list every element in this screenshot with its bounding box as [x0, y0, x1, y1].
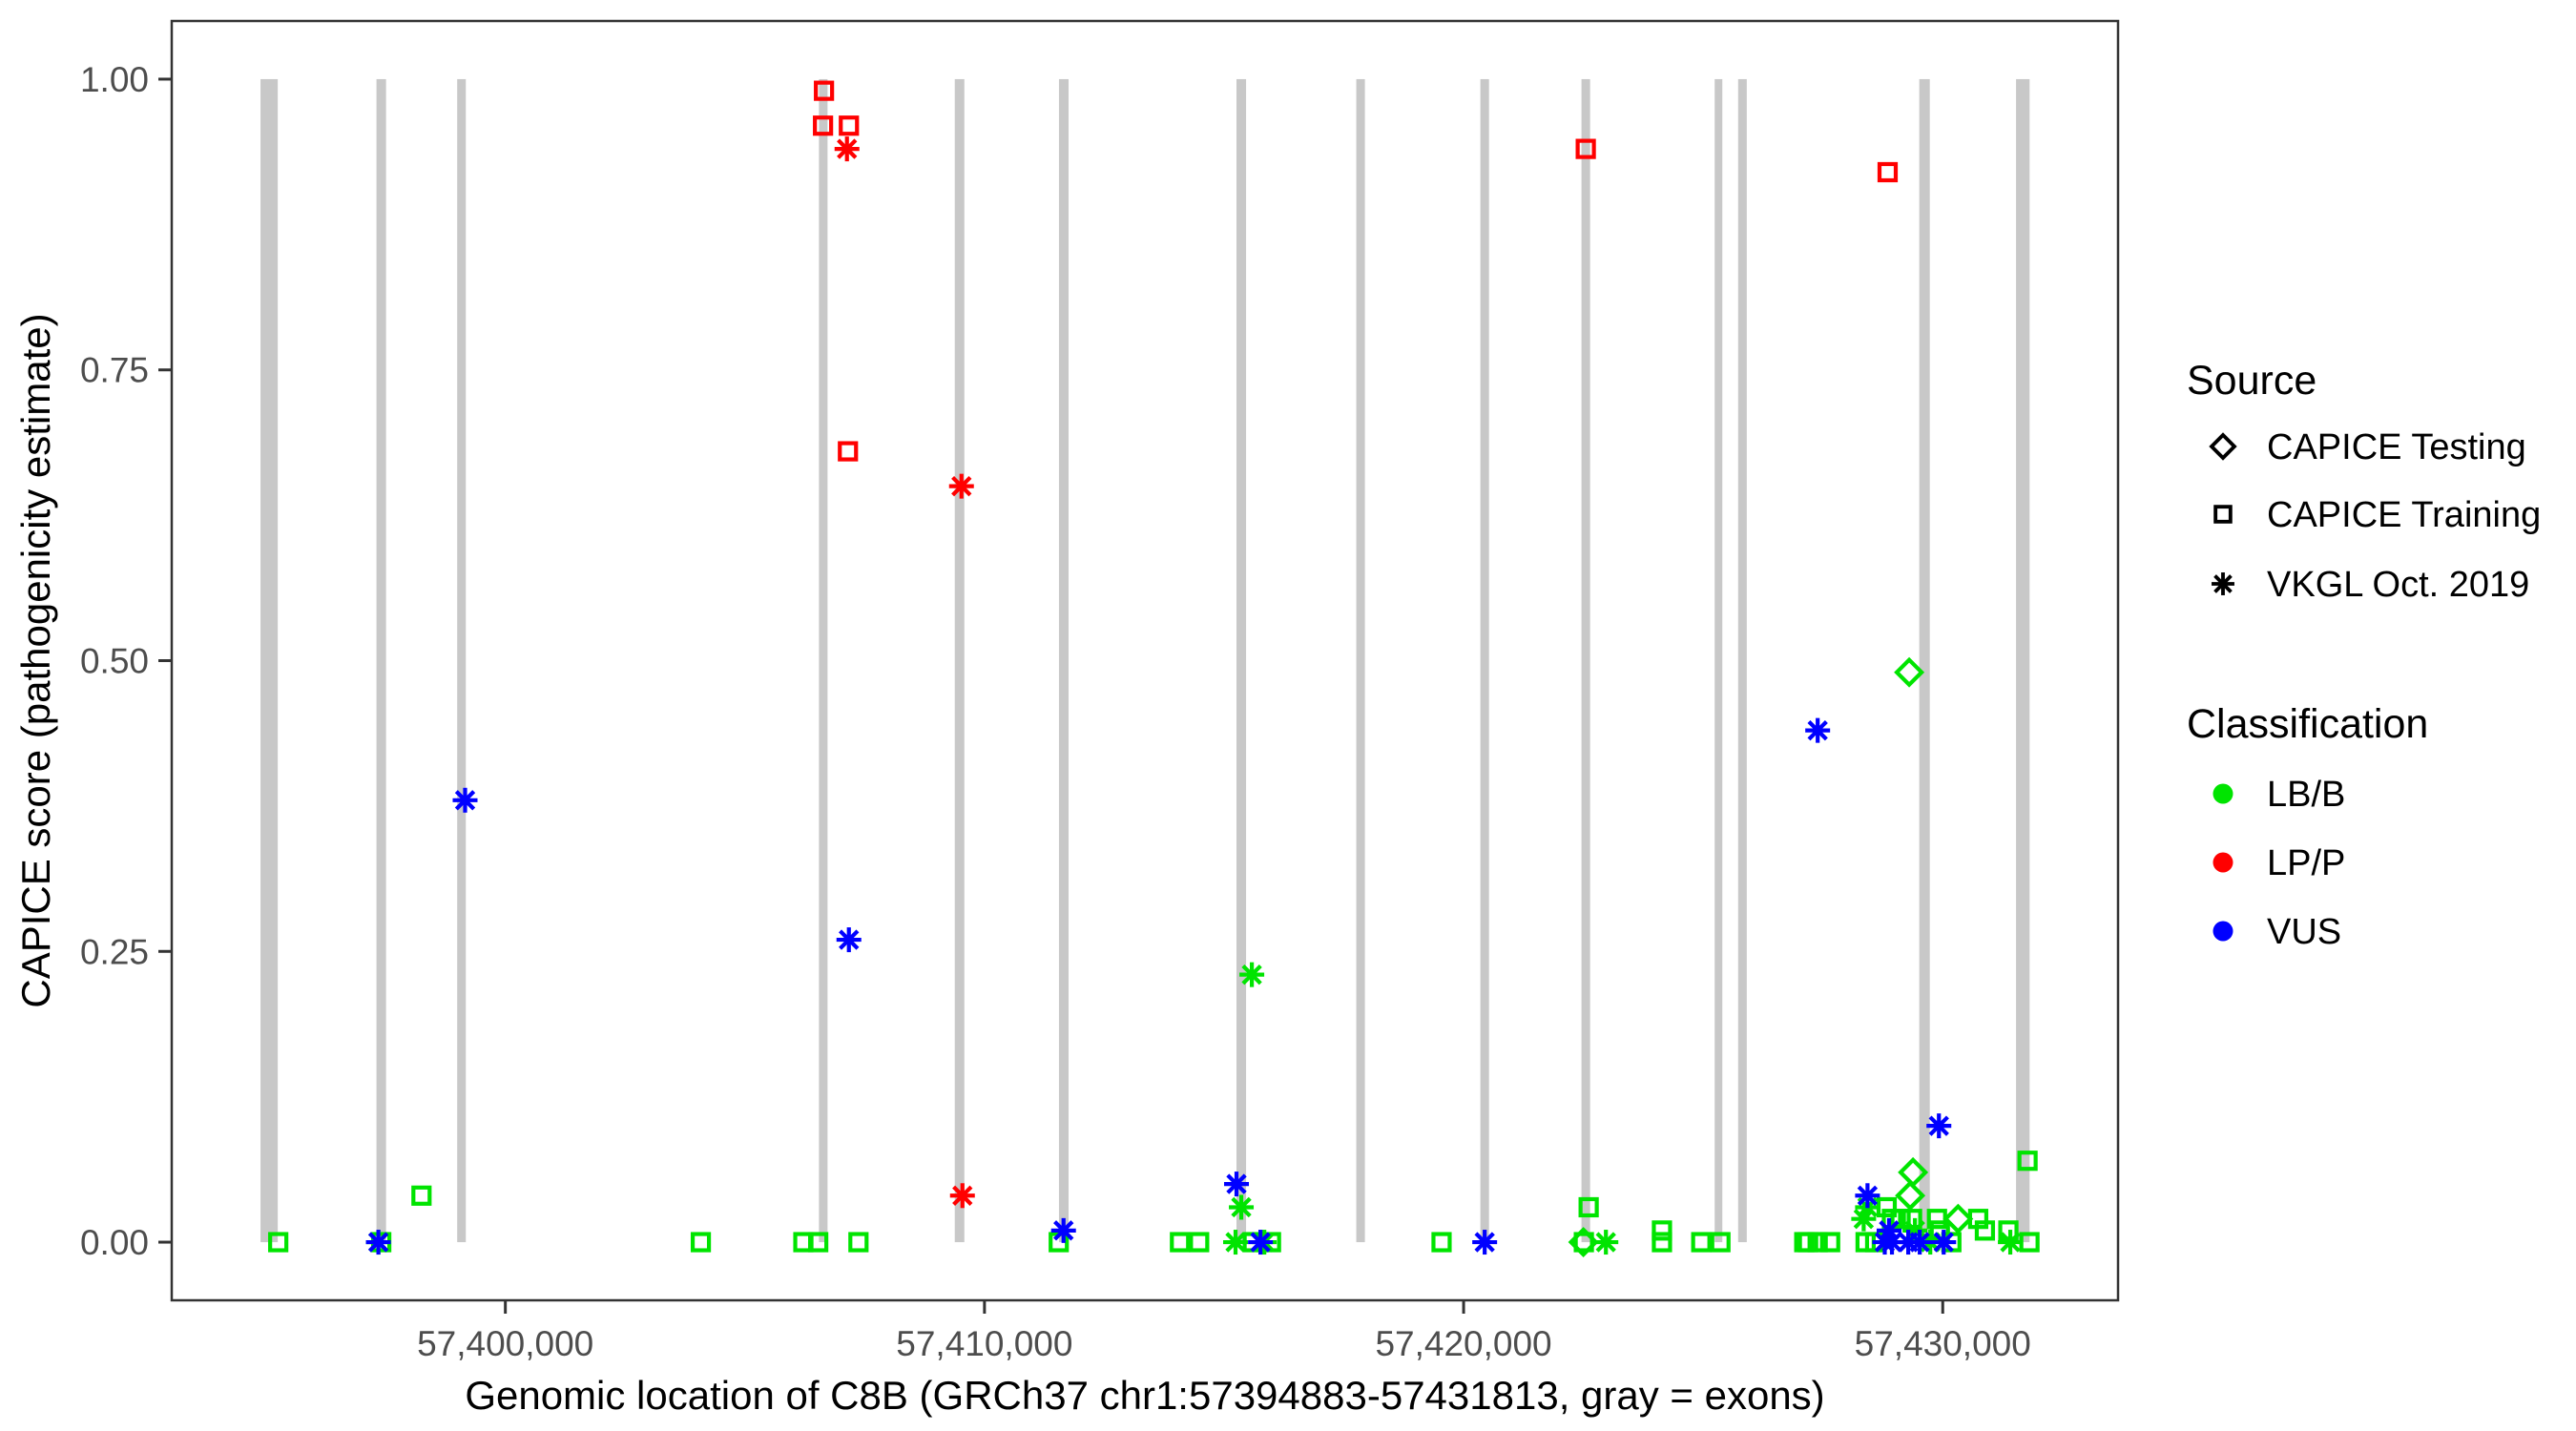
y-tick-label: 0.00 — [80, 1223, 149, 1262]
y-tick-label: 0.25 — [80, 932, 149, 971]
marker-square — [1652, 1220, 1672, 1241]
x-tick-label: 57,430,000 — [1855, 1324, 2031, 1363]
marker-square — [814, 80, 835, 101]
marker-square — [1819, 1232, 1840, 1253]
x-axis-title: Genomic location of C8B (GRCh37 chr1:573… — [465, 1373, 1824, 1418]
marker-square — [1807, 1232, 1828, 1253]
marker-asterisk — [2212, 572, 2234, 595]
marker-asterisk — [452, 787, 478, 813]
marker-square — [1890, 1209, 1911, 1230]
marker-asterisk — [365, 1230, 391, 1255]
legend-source-item-label: VKGL Oct. 2019 — [2267, 565, 2529, 605]
marker-square — [690, 1232, 712, 1253]
marker-square — [2213, 505, 2233, 524]
marker-square — [1710, 1232, 1731, 1253]
y-tick-label: 0.50 — [80, 642, 149, 681]
exon-bar — [1058, 78, 1070, 1243]
marker-diamond — [1895, 1180, 1926, 1212]
legend-classification-item-label: VUS — [2267, 912, 2341, 952]
marker-square — [1578, 1196, 1599, 1218]
exon-bar — [2016, 78, 2030, 1243]
exon-bar — [1356, 78, 1365, 1243]
marker-square — [1575, 138, 1596, 159]
marker-asterisk — [1050, 1217, 1076, 1243]
marker-square — [1573, 1232, 1594, 1253]
marker-asterisk — [1229, 1194, 1255, 1220]
marker-asterisk — [1805, 717, 1831, 743]
marker-square — [1189, 1232, 1210, 1253]
marker-square — [1974, 1220, 1996, 1241]
legend-source-items: CAPICE Testing CAPICE Training VKGL Oct. 2… — [2209, 427, 2541, 605]
marker-dot — [2212, 783, 2233, 804]
legend: Source CAPICE Testing CAPICE Training VKGL… — [2187, 358, 2541, 952]
marker-asterisk — [836, 927, 862, 953]
marker-asterisk — [1926, 1113, 1952, 1139]
exon-bar — [457, 78, 467, 1243]
legend-classification-item-label: LB/B — [2267, 775, 2345, 815]
marker-square — [838, 441, 859, 462]
marker-asterisk — [1224, 1172, 1250, 1197]
marker-diamond — [2209, 432, 2237, 461]
x-tick-label: 57,400,000 — [417, 1324, 593, 1363]
legend-classification-items: LB/B LP/P VUS — [2212, 775, 2345, 952]
exon-bar — [260, 78, 279, 1243]
y-axis: 0.00 0.25 0.50 0.75 1.00 — [80, 60, 172, 1262]
marker-square — [268, 1232, 289, 1253]
legend-classification-title: Classification — [2187, 701, 2428, 747]
exon-bar — [819, 78, 828, 1243]
y-tick-label: 0.75 — [80, 351, 149, 390]
marker-square — [848, 1232, 869, 1253]
exon-bar — [1737, 78, 1747, 1243]
marker-square — [1652, 1232, 1672, 1253]
exon-bar — [1714, 78, 1723, 1243]
marker-asterisk — [1239, 962, 1265, 987]
exon-bar — [376, 78, 386, 1243]
exon-bar — [1480, 78, 1489, 1243]
legend-source-title: Source — [2187, 358, 2316, 404]
marker-asterisk — [834, 136, 860, 162]
marker-asterisk — [1931, 1230, 1957, 1255]
x-tick-label: 57,420,000 — [1375, 1324, 1551, 1363]
marker-asterisk — [1872, 1230, 1898, 1255]
exon-bar — [1919, 78, 1930, 1243]
marker-square — [411, 1185, 432, 1206]
marker-square — [839, 115, 860, 136]
marker-asterisk — [1223, 1230, 1249, 1255]
marker-diamond — [1568, 1227, 1599, 1258]
marker-asterisk — [1998, 1230, 2024, 1255]
marker-square — [1170, 1232, 1191, 1253]
exon-bars — [260, 78, 2030, 1243]
marker-asterisk — [1907, 1230, 1933, 1255]
marker-asterisk — [1855, 1183, 1880, 1209]
marker-dot — [2212, 852, 2233, 873]
exon-bar — [1236, 78, 1247, 1243]
legend-source-item-label: CAPICE Training — [2267, 495, 2541, 535]
legend-source-item-label: CAPICE Testing — [2267, 427, 2526, 467]
plot-panel — [172, 21, 2118, 1300]
marker-diamond — [1894, 656, 1925, 688]
marker-diamond — [1942, 1203, 1974, 1234]
legend-classification-item-label: LP/P — [2267, 843, 2345, 883]
exon-bar — [954, 78, 965, 1243]
marker-asterisk — [948, 473, 974, 499]
y-tick-label: 1.00 — [80, 60, 149, 99]
marker-asterisk — [1472, 1230, 1498, 1255]
x-tick-label: 57,410,000 — [896, 1324, 1072, 1363]
marker-square — [1877, 161, 1899, 183]
marker-square — [1431, 1232, 1452, 1253]
data-points — [268, 80, 2040, 1258]
marker-square — [813, 115, 834, 136]
marker-asterisk — [1248, 1230, 1274, 1255]
marker-asterisk — [949, 1183, 975, 1209]
marker-square — [2017, 1151, 2038, 1172]
marker-square — [1691, 1232, 1712, 1253]
x-axis: 57,400,000 57,410,000 57,420,000 57,430,000 — [417, 1300, 2031, 1363]
y-axis-title: CAPICE score (pathogenicity estimate) — [13, 313, 58, 1007]
marker-square — [808, 1232, 829, 1253]
exon-bar — [1581, 78, 1590, 1243]
marker-dot — [2212, 921, 2233, 942]
